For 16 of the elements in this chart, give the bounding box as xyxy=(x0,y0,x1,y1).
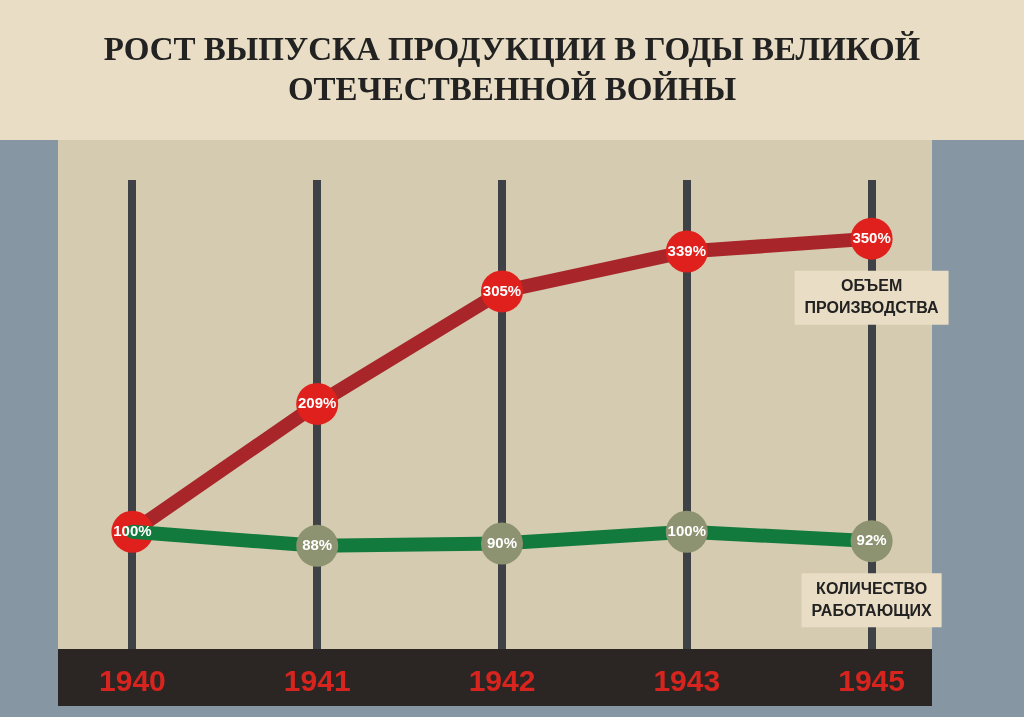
data-label: 305% xyxy=(482,281,522,299)
data-label: 209% xyxy=(298,394,337,412)
chart-title: РОСТ ВЫПУСКА ПРОДУКЦИИ В ГОДЫ ВЕЛИКОЙ ОТЕЧЕСТВЕННОЙ ВОЙНЫ xyxy=(102,30,922,109)
data-label: 92% xyxy=(856,531,887,549)
text: КОЛИЧЕСТВО РАБОТАЮЩИХ xyxy=(811,579,932,619)
x-tick-label: 1940 xyxy=(99,664,166,698)
text: ОБЪЕМ ПРОИЗВОДСТВА xyxy=(804,277,940,317)
data-label: 88% xyxy=(302,535,333,553)
x-tick-label: 1943 xyxy=(653,664,721,698)
data-label: 100% xyxy=(667,521,706,539)
data-label: 339% xyxy=(667,241,706,259)
data-label: 90% xyxy=(486,533,518,551)
x-tick-label: 1941 xyxy=(283,664,351,698)
data-label: 350% xyxy=(852,228,891,246)
x-tick-label: 1942 xyxy=(468,664,536,698)
x-tick-label: 1945 xyxy=(838,664,905,698)
